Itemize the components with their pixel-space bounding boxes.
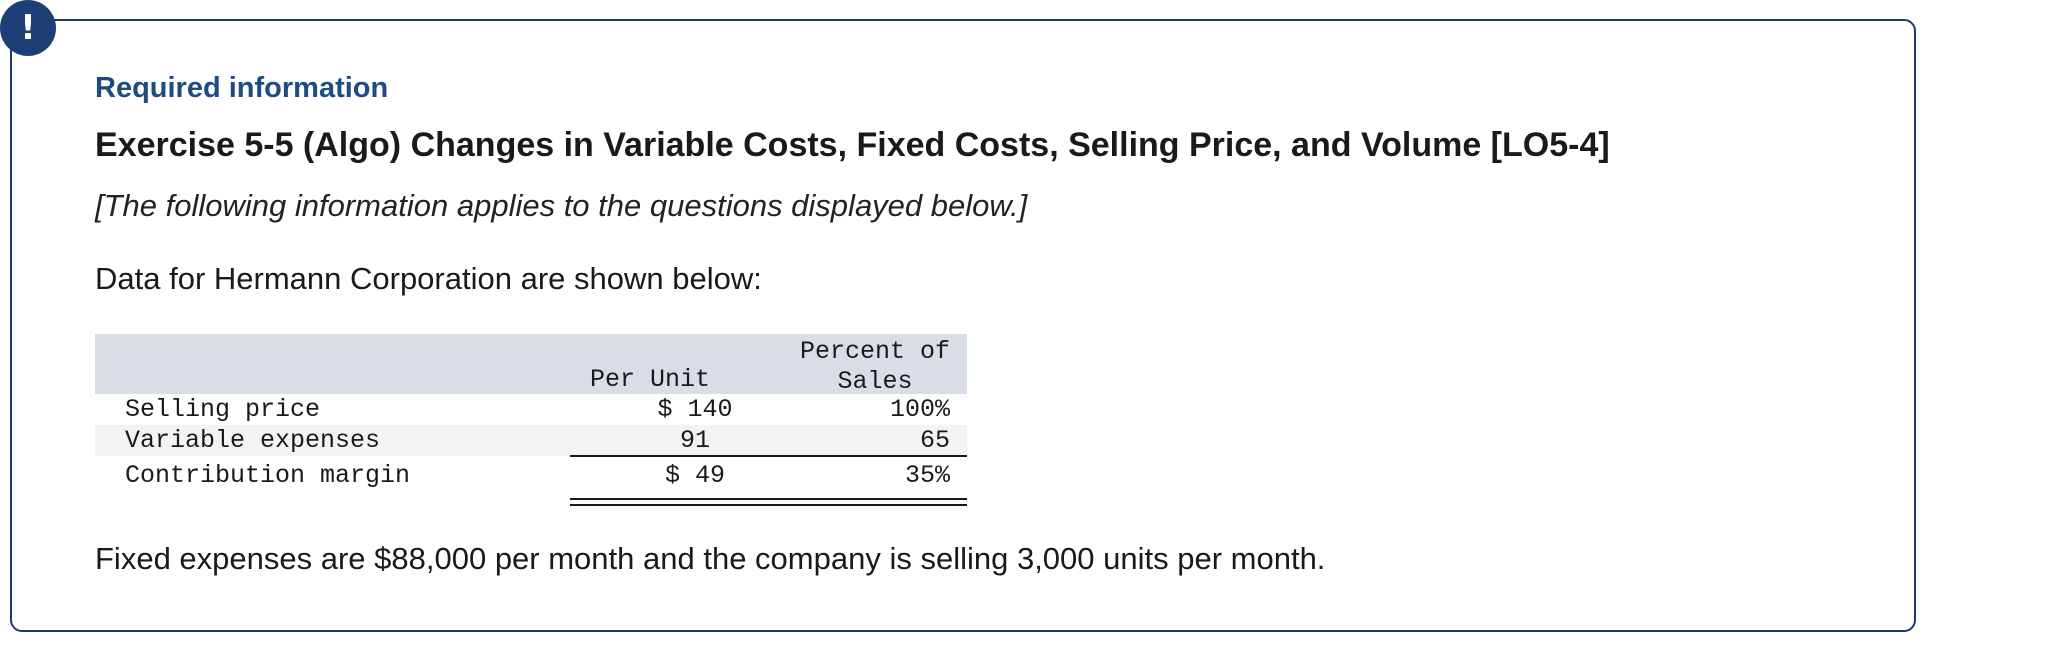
table-row: Contribution margin $ 49 35% <box>95 456 967 496</box>
table-header: Per Unit Percent of Sales <box>95 334 967 397</box>
cell-per-unit: $ 49 <box>664 461 725 490</box>
row-label-contribution-margin: Contribution margin <box>125 461 411 490</box>
info-card <box>10 19 1916 632</box>
financial-data-table: Per Unit Percent of Sales Selling price … <box>95 334 967 506</box>
instruction-note: [The following information applies to th… <box>95 188 1028 223</box>
total-double-rule <box>570 498 967 506</box>
cell-percent: 35% <box>904 461 950 490</box>
cell-percent: 65 <box>919 426 950 455</box>
intro-text: Data for Hermann Corporation are shown b… <box>95 261 762 296</box>
alert-icon: ! <box>0 0 56 56</box>
column-header-per-unit: Per Unit <box>589 365 711 394</box>
cell-per-unit: 91 <box>679 426 710 455</box>
row-label-selling-price: Selling price <box>125 395 321 424</box>
fixed-expenses-note: Fixed expenses are $88,000 per month and… <box>95 541 1326 576</box>
exercise-title: Exercise 5-5 (Algo) Changes in Variable … <box>95 126 1610 164</box>
cell-percent: 100% <box>889 395 950 424</box>
required-information-heading: Required information <box>95 72 389 104</box>
column-header-percent-of-sales: Percent of Sales <box>783 337 967 397</box>
column-header-percent-line2: Sales <box>837 367 913 396</box>
cell-per-unit: $ 140 <box>657 395 733 424</box>
table-row: Variable expenses 91 65 <box>95 425 967 456</box>
subtotal-rule <box>570 455 967 457</box>
table-row: Selling price $ 140 100% <box>95 394 967 425</box>
row-label-variable-expenses: Variable expenses <box>125 426 381 455</box>
column-header-percent-line1: Percent of <box>799 337 951 366</box>
